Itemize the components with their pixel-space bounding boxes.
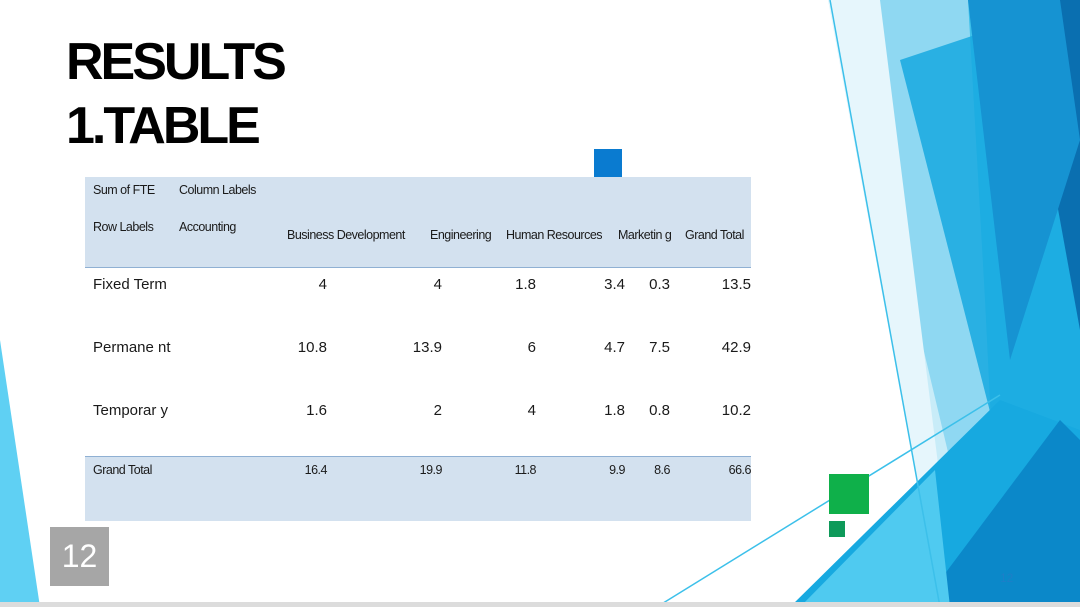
- column-header: Human Resources: [506, 228, 603, 242]
- grand-total-cell: 11.8: [514, 463, 537, 477]
- accent-square-green-small: [829, 521, 845, 537]
- table-cell: 4: [433, 276, 442, 293]
- pivot-table: Sum of FTE Column Labels Row Labels Acco…: [85, 177, 752, 521]
- table-cell: 1.8: [604, 402, 625, 419]
- grand-total-cell: 8.6: [654, 463, 670, 477]
- table-cell: 6: [527, 339, 536, 356]
- table-cell: 0.8: [649, 402, 670, 419]
- table-cell: 4: [318, 276, 327, 293]
- table-cell: 10.2: [721, 402, 751, 419]
- grand-total-cell: 66.6: [728, 463, 752, 477]
- table-cell: 3.4: [604, 276, 625, 293]
- accent-square-green-large: [829, 474, 869, 514]
- facet-white: [828, 0, 955, 607]
- facet-bottom-deep: [920, 420, 1080, 607]
- table-cell: 1.8: [515, 276, 536, 293]
- facet-blue-1: [968, 0, 1080, 360]
- row-label: Temporar y: [93, 402, 169, 419]
- grand-total-cell: 16.4: [304, 463, 328, 477]
- accent-line-1: [829, 0, 941, 607]
- table-cell: 2: [433, 402, 442, 419]
- facet-bottom-light: [800, 470, 950, 607]
- accent-square-blue: [594, 149, 622, 177]
- facet-left: [0, 340, 40, 607]
- column-header: Accounting: [179, 220, 236, 234]
- pivot-header: [85, 177, 751, 268]
- pivot-footer: [85, 456, 751, 521]
- slide-number-badge: 12: [50, 527, 109, 586]
- title-line-1: RESULTS: [66, 33, 287, 91]
- column-header: Marketin g: [618, 228, 672, 242]
- table-cell: 13.5: [721, 276, 751, 293]
- column-header: Engineering: [430, 228, 492, 242]
- table-cell: 13.9: [412, 339, 442, 356]
- slide-number-footer: 12: [1000, 571, 1014, 585]
- table-cell: 4.7: [604, 339, 625, 356]
- title-line-2: 1.TABLE: [66, 97, 261, 155]
- grand-total-cell: 19.9: [419, 463, 443, 477]
- bottom-strip: [0, 602, 1080, 607]
- table-cell: 7.5: [649, 339, 670, 356]
- grand-total-label: Grand Total: [93, 463, 152, 477]
- table-cell: 0.3: [649, 276, 670, 293]
- column-header: Grand Total: [685, 228, 744, 242]
- grand-total-cell: 9.9: [609, 463, 625, 477]
- table-cell: 10.8: [297, 339, 327, 356]
- row-labels-caption: Row Labels: [93, 220, 154, 234]
- column-header: Business Development: [287, 228, 405, 242]
- row-label: Permane nt: [93, 339, 171, 356]
- corner-label: Sum of FTE: [93, 183, 155, 197]
- table-cell: 42.9: [721, 339, 751, 356]
- row-label: Fixed Term: [93, 276, 167, 293]
- column-labels-caption: Column Labels: [179, 183, 256, 197]
- table-cell: 4: [527, 402, 536, 419]
- table-cell: 1.6: [306, 402, 327, 419]
